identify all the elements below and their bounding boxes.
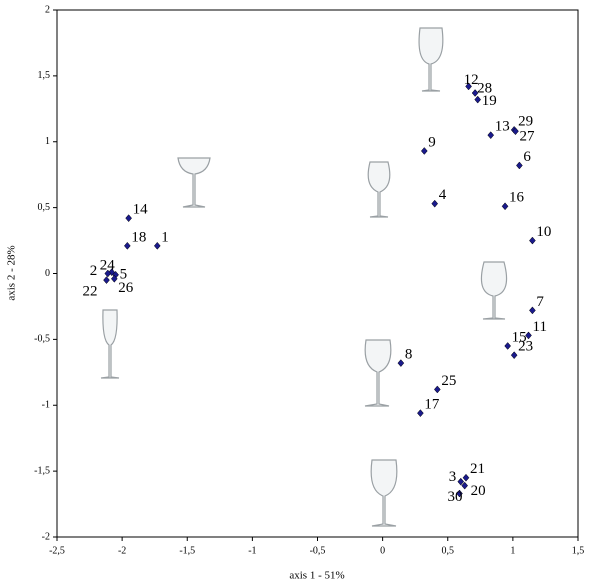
x-tick-label: 0,5 — [442, 545, 455, 556]
point-label: 5 — [120, 266, 128, 282]
point — [516, 161, 523, 170]
glass-wine — [370, 459, 398, 527]
x-tick-label: -1,5 — [179, 545, 195, 556]
point-label: 11 — [533, 319, 547, 335]
y-tick-label: -1 — [42, 400, 50, 411]
point-label: 21 — [470, 461, 485, 477]
y-tick-label: 0,5 — [38, 202, 51, 213]
point-label: 29 — [518, 113, 533, 129]
y-tick-label: -0,5 — [34, 334, 50, 345]
point — [504, 342, 511, 350]
point — [104, 269, 112, 278]
glass-textured — [364, 339, 392, 407]
y-tick-label: 0 — [45, 268, 50, 279]
point-label: 14 — [133, 202, 149, 218]
point — [471, 89, 479, 97]
point-label: 13 — [495, 119, 510, 135]
point-label: 28 — [477, 80, 492, 96]
point-label: 8 — [405, 347, 413, 363]
y-axis-title: axis 2 - 28% — [6, 245, 18, 300]
point-label: 27 — [519, 129, 535, 145]
point — [434, 385, 441, 394]
glass-images — [100, 27, 508, 527]
point — [487, 131, 495, 140]
point — [529, 306, 536, 315]
point — [417, 409, 424, 418]
point-label: 3 — [449, 469, 457, 485]
x-tick-label: 0 — [380, 545, 385, 556]
x-axis-title: axis 1 - 51% — [289, 570, 344, 582]
point-label: 19 — [482, 93, 497, 109]
point-label: 6 — [523, 149, 531, 165]
point — [512, 127, 519, 136]
x-tick-label: -2,5 — [49, 545, 65, 556]
point-label: 4 — [439, 187, 447, 203]
point-label: 20 — [471, 483, 486, 499]
point — [124, 241, 131, 250]
y-tick-label: -1,5 — [34, 465, 50, 476]
point-label: 16 — [509, 190, 525, 206]
point — [457, 477, 465, 486]
point — [420, 147, 428, 155]
point-label: 15 — [512, 329, 527, 345]
point-label: 25 — [441, 373, 456, 389]
point-label: 24 — [100, 258, 116, 274]
point — [501, 202, 509, 211]
point — [461, 481, 469, 490]
y-tick-label: 1 — [45, 136, 50, 147]
point — [474, 95, 482, 104]
x-tick-label: -2 — [118, 545, 126, 556]
point-label: 7 — [536, 294, 544, 310]
point-label: 10 — [536, 224, 551, 240]
point — [103, 276, 110, 284]
glass-balloon — [480, 261, 508, 320]
point-label: 26 — [118, 280, 134, 296]
point — [397, 359, 405, 367]
glass-coupe — [177, 157, 211, 208]
point — [431, 199, 439, 208]
point-label: 9 — [428, 134, 436, 150]
point — [153, 241, 161, 250]
point-label: 22 — [82, 284, 97, 300]
point-label: 30 — [447, 489, 462, 505]
point — [110, 274, 118, 283]
point-label: 1 — [161, 229, 169, 245]
point — [529, 236, 536, 245]
point-label: 17 — [424, 397, 440, 413]
point-label: 12 — [464, 72, 479, 88]
glass-tulip — [367, 161, 391, 218]
point — [525, 331, 532, 340]
x-tick-label: 1 — [510, 545, 515, 556]
point — [510, 351, 518, 360]
glass-flute — [100, 309, 120, 379]
x-tick-label: 1,5 — [572, 545, 585, 556]
point — [462, 473, 470, 482]
point-label: 18 — [131, 229, 146, 245]
y-tick-label: 1,5 — [38, 70, 51, 81]
y-tick-label: 2 — [45, 4, 50, 15]
point — [125, 214, 132, 223]
point-label: 2 — [90, 263, 98, 279]
x-tick-label: -1 — [248, 545, 256, 556]
y-tick-label: -2 — [42, 531, 50, 542]
point — [456, 489, 463, 498]
x-tick-label: -0,5 — [310, 545, 326, 556]
point — [465, 82, 472, 91]
point-label: 23 — [518, 339, 533, 355]
glass-tall — [418, 27, 444, 92]
